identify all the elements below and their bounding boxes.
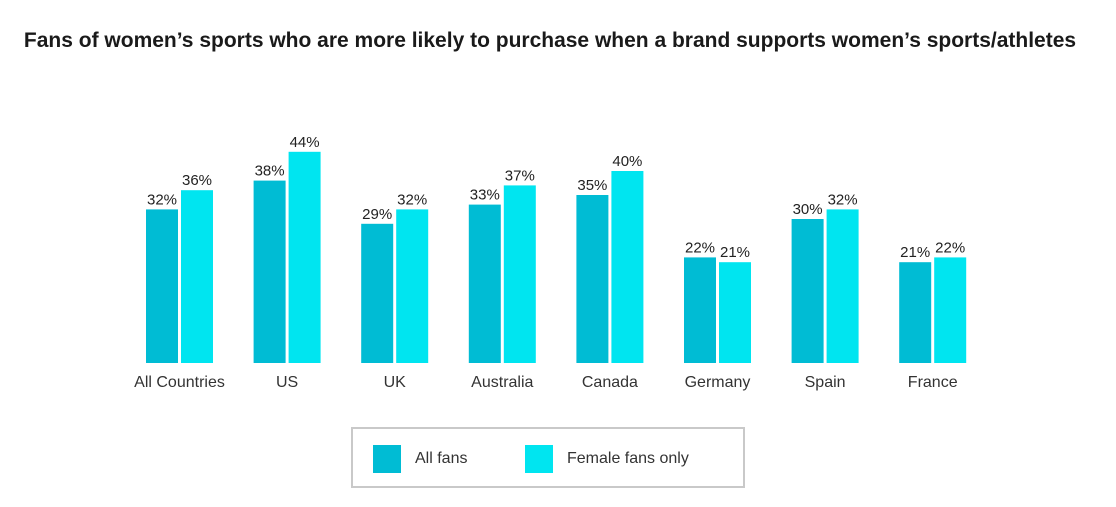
category-label-spain: Spain <box>805 374 846 391</box>
category-label-france: France <box>908 374 958 391</box>
bar-all-fans-canada <box>576 195 609 363</box>
legend-swatch-all-fans <box>373 445 401 473</box>
value-label-all-fans-france: 21% <box>900 244 930 261</box>
bar-female-fans-only-all-countries <box>181 190 213 363</box>
bar-group-australia: 33% 37% Australia <box>468 167 536 391</box>
bar-chart: 32% 36% All Countries 38% 44% US 29% 32% UK 33% 37… <box>134 134 967 391</box>
value-label-female-fans-only-canada: 40% <box>612 153 642 170</box>
value-label-all-fans-all-countries: 32% <box>147 191 177 208</box>
category-label-canada: Canada <box>582 374 638 391</box>
bar-female-fans-only-us <box>288 151 321 363</box>
value-label-all-fans-australia: 33% <box>470 187 500 204</box>
legend-label-female-fans-only: Female fans only <box>567 450 689 467</box>
bar-all-fans-germany <box>684 257 716 363</box>
value-label-all-fans-spain: 30% <box>793 201 823 218</box>
bar-group-spain: 30% 32% Spain <box>791 191 859 391</box>
category-label-all-countries: All Countries <box>134 374 225 391</box>
bar-female-fans-only-germany <box>719 262 751 363</box>
value-label-all-fans-us: 38% <box>255 163 285 180</box>
category-label-us: US <box>276 374 298 391</box>
bar-all-fans-spain <box>791 219 824 363</box>
bar-all-fans-france <box>899 262 932 363</box>
category-label-germany: Germany <box>685 374 751 391</box>
value-label-female-fans-only-spain: 32% <box>828 191 858 208</box>
bar-all-fans-all-countries <box>146 209 178 363</box>
value-label-all-fans-uk: 29% <box>362 206 392 223</box>
category-label-australia: Australia <box>471 374 533 391</box>
bar-group-uk: 29% 32% UK <box>361 191 429 391</box>
value-label-female-fans-only-all-countries: 36% <box>182 172 212 189</box>
bar-group-germany: 22% 21% Germany <box>684 239 751 391</box>
value-label-female-fans-only-australia: 37% <box>505 167 535 184</box>
bar-group-us: 38% 44% US <box>253 134 321 391</box>
bar-all-fans-australia <box>468 204 501 363</box>
legend: All fans Female fans only <box>351 427 745 488</box>
category-label-uk: UK <box>384 374 407 391</box>
bar-female-fans-only-france <box>934 257 967 363</box>
legend-item-all-fans: All fans <box>373 445 467 473</box>
value-label-female-fans-only-germany: 21% <box>720 244 750 261</box>
value-label-all-fans-germany: 22% <box>685 239 715 256</box>
bar-female-fans-only-canada <box>611 171 644 363</box>
chart-title: Fans of women’s sports who are more like… <box>23 29 1077 52</box>
bar-female-fans-only-australia <box>503 185 536 363</box>
legend-item-female-fans-only: Female fans only <box>525 445 689 473</box>
value-label-female-fans-only-uk: 32% <box>397 191 427 208</box>
bar-group-all-countries: 32% 36% All Countries <box>134 172 225 391</box>
value-label-female-fans-only-france: 22% <box>935 239 965 256</box>
legend-label-all-fans: All fans <box>415 450 468 467</box>
value-label-all-fans-canada: 35% <box>577 177 607 194</box>
bar-group-canada: 35% 40% Canada <box>576 153 644 391</box>
value-label-female-fans-only-us: 44% <box>290 134 320 151</box>
bar-all-fans-uk <box>361 223 394 363</box>
bar-group-france: 21% 22% France <box>899 239 967 391</box>
bar-female-fans-only-spain <box>826 209 859 363</box>
bar-female-fans-only-uk <box>396 209 429 363</box>
bar-all-fans-us <box>253 180 286 363</box>
legend-swatch-female-fans-only <box>525 445 553 473</box>
